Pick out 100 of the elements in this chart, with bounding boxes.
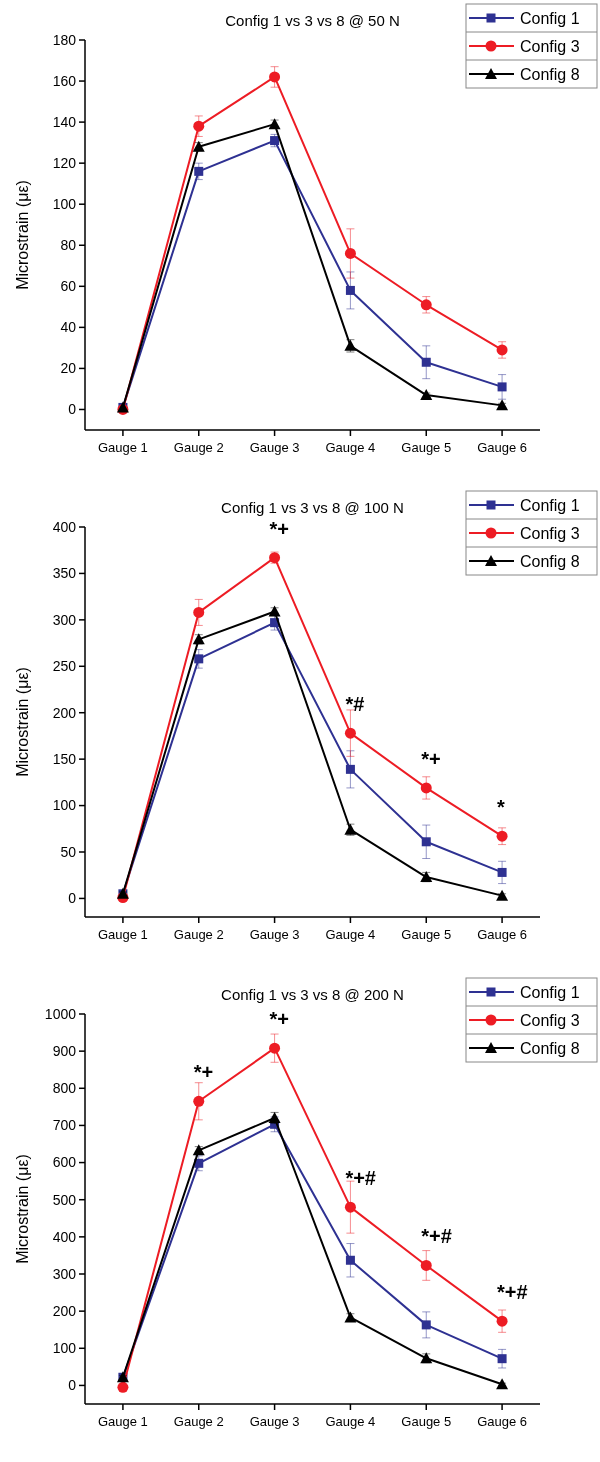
- x-tick-label: Gauge 4: [325, 1414, 376, 1429]
- point: [268, 118, 281, 130]
- legend-label: Config 1: [520, 983, 580, 1001]
- x-tick-label: Gauge 2: [173, 1414, 224, 1429]
- point: [344, 1201, 356, 1213]
- point: [421, 837, 431, 847]
- y-tick-label: 0: [68, 890, 77, 907]
- point: [268, 605, 281, 617]
- point: [496, 830, 508, 842]
- legend-label: Config 8: [520, 552, 580, 570]
- point: [344, 727, 356, 739]
- y-tick-label: 150: [52, 751, 77, 768]
- y-tick-label: 180: [52, 31, 77, 48]
- point: [344, 1311, 357, 1323]
- x-tick-label: Gauge 6: [477, 440, 528, 455]
- annotation: *+: [193, 1061, 214, 1084]
- x-tick-label: Gauge 3: [249, 440, 300, 455]
- y-tick-label: 80: [60, 237, 77, 254]
- y-tick-label: 40: [60, 319, 77, 336]
- annotation: *+: [421, 747, 441, 770]
- y-tick-label: 120: [52, 155, 77, 172]
- point: [269, 71, 281, 83]
- y-tick-label: 160: [52, 72, 77, 89]
- y-tick-label: 300: [52, 611, 77, 628]
- annotation: *+#: [345, 1167, 377, 1190]
- legend-label: Config 1: [520, 9, 580, 27]
- y-tick-label: 400: [52, 1228, 77, 1245]
- x-tick-label: Gauge 3: [249, 927, 300, 942]
- annotation: *#: [345, 693, 365, 716]
- point: [344, 247, 356, 259]
- point: [496, 1315, 508, 1327]
- y-tick-label: 1000: [44, 1005, 77, 1022]
- x-tick-label: Gauge 4: [325, 927, 376, 942]
- y-tick-label: 700: [52, 1117, 77, 1134]
- point: [194, 654, 204, 664]
- legend-label: Config 3: [520, 37, 580, 55]
- x-tick-label: Gauge 5: [401, 440, 452, 455]
- point: [496, 1378, 509, 1390]
- x-tick-label: Gauge 5: [401, 927, 452, 942]
- point: [345, 285, 355, 295]
- chart-title: Config 1 vs 3 vs 8 @ 100 N: [221, 499, 404, 516]
- y-tick-label: 20: [60, 360, 77, 377]
- point: [117, 1381, 129, 1393]
- chart-title: Config 1 vs 3 vs 8 @ 200 N: [221, 986, 404, 1003]
- point: [345, 764, 355, 774]
- annotation: *: [497, 796, 506, 819]
- legend-label: Config 1: [520, 496, 580, 514]
- y-tick-label: 50: [60, 843, 77, 860]
- point: [497, 1354, 507, 1364]
- y-axis-title: Microstrain (με): [14, 667, 31, 777]
- chart-title: Config 1 vs 3 vs 8 @ 50 N: [225, 12, 400, 29]
- y-tick-label: 100: [52, 196, 77, 213]
- x-tick-label: Gauge 6: [477, 927, 528, 942]
- y-tick-label: 350: [52, 565, 77, 582]
- x-tick-label: Gauge 2: [173, 440, 224, 455]
- y-tick-label: 0: [68, 1377, 77, 1394]
- x-tick-label: Gauge 4: [325, 440, 376, 455]
- y-tick-label: 200: [52, 1303, 77, 1320]
- point: [496, 399, 509, 411]
- annotation: *+#: [497, 1281, 528, 1304]
- legend-label: Config 3: [520, 1011, 580, 1029]
- legend-label: Config 8: [520, 1039, 580, 1057]
- point: [420, 1259, 432, 1271]
- y-tick-label: 400: [52, 518, 77, 535]
- x-tick-label: Gauge 3: [249, 1414, 300, 1429]
- point: [193, 606, 205, 618]
- annotation: *+: [269, 1008, 290, 1031]
- point: [421, 357, 431, 367]
- point: [497, 382, 507, 392]
- point: [420, 389, 433, 401]
- y-tick-label: 100: [52, 1340, 77, 1357]
- y-tick-label: 800: [52, 1080, 77, 1097]
- legend-label: Config 8: [520, 65, 580, 83]
- y-tick-label: 500: [52, 1191, 77, 1208]
- point: [193, 1095, 205, 1107]
- point: [496, 889, 509, 901]
- x-tick-label: Gauge 1: [97, 1414, 148, 1429]
- legend-label: Config 3: [520, 524, 580, 542]
- x-tick-label: Gauge 1: [97, 440, 148, 455]
- point: [269, 1042, 281, 1054]
- x-tick-label: Gauge 2: [173, 927, 224, 942]
- point: [421, 1320, 431, 1330]
- y-tick-label: 200: [52, 704, 77, 721]
- point: [193, 120, 205, 132]
- annotation: *+: [269, 517, 290, 540]
- point: [192, 1144, 205, 1156]
- point: [497, 867, 507, 877]
- y-tick-label: 250: [52, 658, 77, 675]
- y-axis-title: Microstrain (με): [14, 180, 31, 290]
- y-tick-label: 600: [52, 1154, 77, 1171]
- y-tick-label: 60: [60, 278, 77, 295]
- point: [194, 166, 204, 176]
- annotation: *+#: [421, 1225, 452, 1248]
- x-tick-label: Gauge 5: [401, 1414, 452, 1429]
- y-tick-label: 300: [52, 1265, 77, 1282]
- y-tick-label: 140: [52, 114, 77, 131]
- y-tick-label: 0: [68, 401, 77, 418]
- x-tick-label: Gauge 6: [477, 1414, 528, 1429]
- point: [420, 782, 432, 794]
- y-tick-label: 100: [52, 797, 77, 814]
